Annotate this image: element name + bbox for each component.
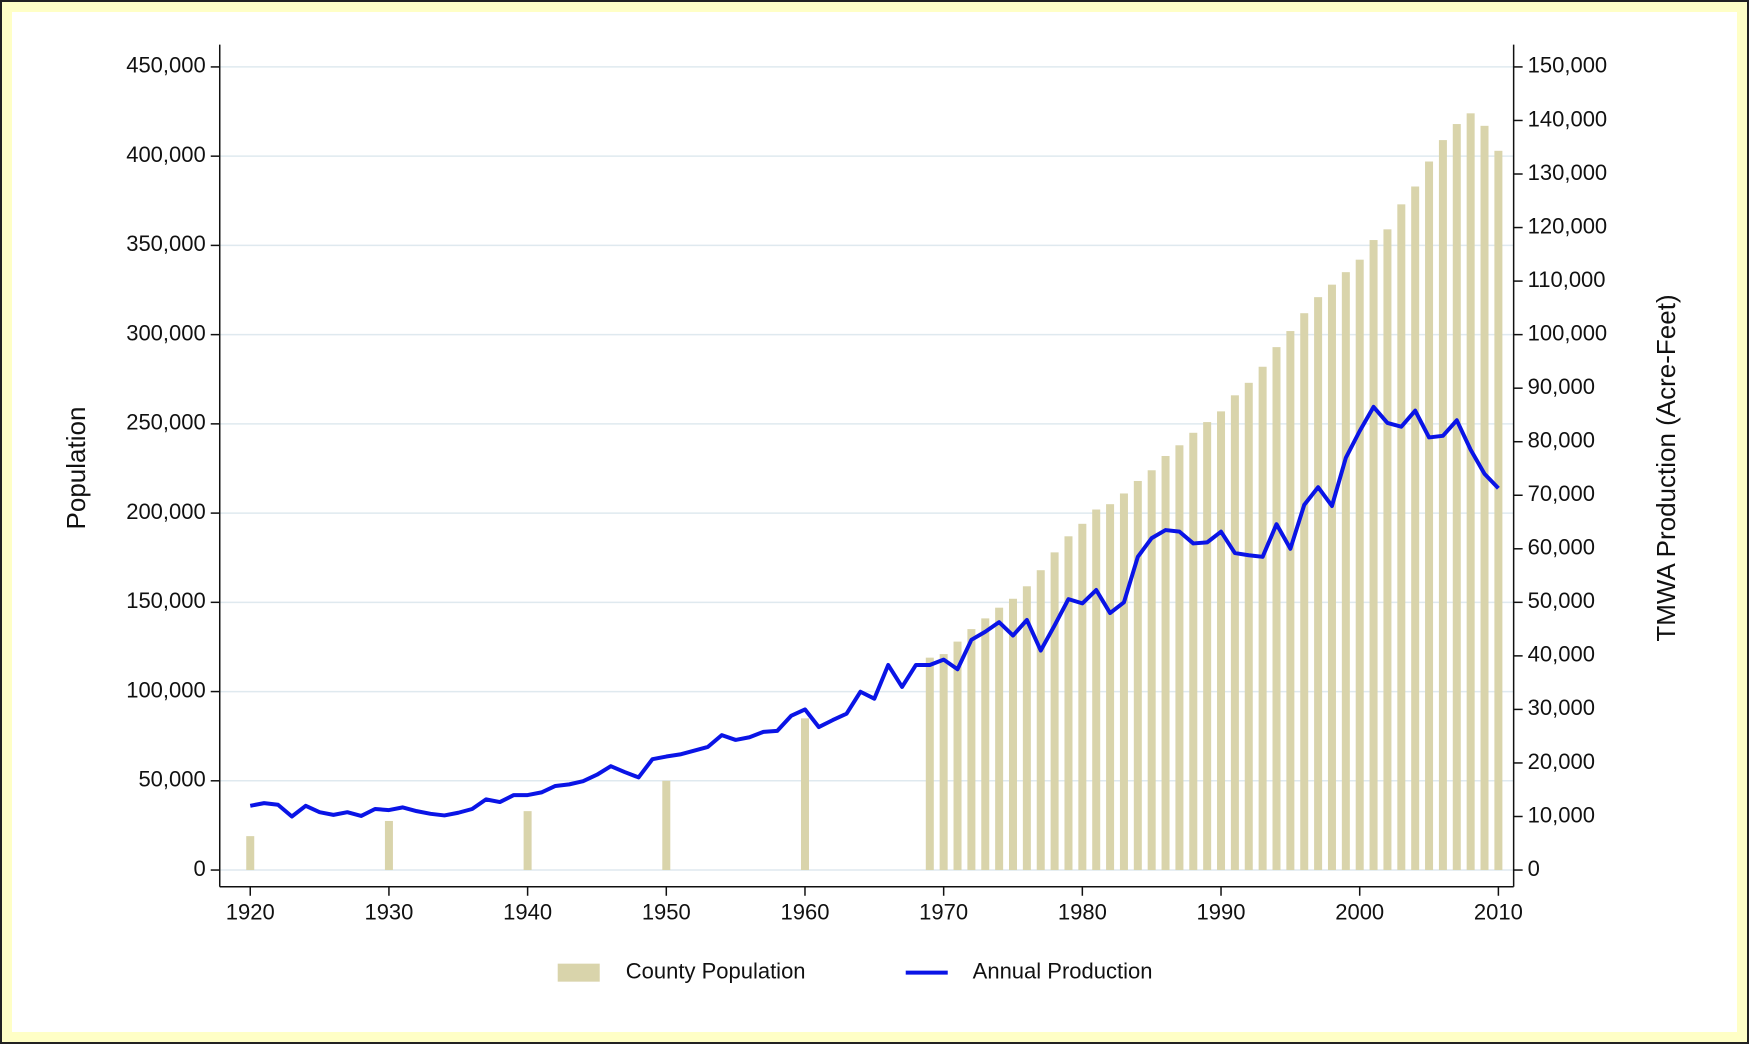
bar xyxy=(1480,125,1489,871)
bar xyxy=(1092,509,1101,871)
y2-tick-label: 80,000 xyxy=(1528,428,1595,453)
bar xyxy=(1341,272,1350,871)
y2-tick-label: 110,000 xyxy=(1528,267,1606,292)
y-tick-label: 50,000 xyxy=(138,767,205,792)
bar xyxy=(1355,259,1364,871)
y2-tick-label: 90,000 xyxy=(1528,374,1595,399)
bar xyxy=(384,820,393,871)
bar xyxy=(939,654,948,871)
y2-tick-label: 120,000 xyxy=(1528,213,1608,238)
y2-tick-label: 30,000 xyxy=(1528,695,1595,720)
y-tick-label: 250,000 xyxy=(126,410,206,435)
bar xyxy=(1272,347,1281,871)
bar xyxy=(1258,366,1267,871)
x-tick-label: 1930 xyxy=(364,900,413,925)
y-tick-label: 150,000 xyxy=(126,588,206,613)
bar xyxy=(1203,422,1212,871)
x-tick-label: 1990 xyxy=(1197,900,1246,925)
y2-tick-label: 40,000 xyxy=(1528,642,1595,667)
legend-swatch xyxy=(557,963,600,982)
bar xyxy=(1230,395,1239,871)
y2-tick-label: 10,000 xyxy=(1528,802,1595,827)
x-tick-label: 1970 xyxy=(919,900,968,925)
bar xyxy=(1133,480,1142,871)
bar xyxy=(1369,240,1378,871)
bar xyxy=(246,836,255,871)
y-tick-label: 450,000 xyxy=(126,53,206,78)
bar xyxy=(925,657,934,871)
x-tick-label: 2000 xyxy=(1335,900,1384,925)
y2-tick-label: 150,000 xyxy=(1528,53,1608,78)
bar xyxy=(1425,161,1434,871)
legend-label: County Population xyxy=(626,958,806,983)
bar xyxy=(1452,124,1461,871)
x-tick-label: 1980 xyxy=(1058,900,1107,925)
bar xyxy=(1494,150,1503,871)
bar xyxy=(1119,493,1128,871)
bar xyxy=(1286,331,1295,871)
plot-background xyxy=(12,12,1737,1032)
bar xyxy=(1466,113,1475,871)
bar xyxy=(1411,186,1420,871)
bar xyxy=(1189,432,1198,871)
y2-tick-label: 140,000 xyxy=(1528,106,1608,131)
bar xyxy=(1022,586,1031,871)
bar xyxy=(1147,470,1156,871)
bar xyxy=(1050,552,1059,871)
y2-tick-label: 130,000 xyxy=(1528,160,1608,185)
bar xyxy=(1397,204,1406,871)
bar xyxy=(1161,455,1170,871)
bar xyxy=(1438,140,1447,871)
y-tick-label: 400,000 xyxy=(126,142,206,167)
bar xyxy=(981,618,990,871)
y2-axis-title: TMWA Production (Acre-Feet) xyxy=(1651,294,1681,641)
bar xyxy=(523,811,532,871)
legend-label: Annual Production xyxy=(973,958,1153,983)
bar xyxy=(1175,445,1184,871)
bar xyxy=(1314,297,1323,871)
x-tick-label: 1960 xyxy=(781,900,830,925)
bar xyxy=(1217,411,1226,871)
x-tick-label: 2010 xyxy=(1474,900,1523,925)
y-tick-label: 0 xyxy=(193,856,205,881)
bar xyxy=(1078,523,1087,871)
bar xyxy=(1036,570,1045,871)
y-tick-label: 300,000 xyxy=(126,320,206,345)
bar xyxy=(953,641,962,871)
bar xyxy=(1383,229,1392,871)
bar xyxy=(1300,313,1309,871)
y-tick-label: 350,000 xyxy=(126,231,206,256)
line xyxy=(249,404,1500,819)
bar xyxy=(995,607,1004,871)
y-tick-label: 200,000 xyxy=(126,499,206,524)
bar xyxy=(1064,536,1073,871)
y2-tick-label: 0 xyxy=(1528,856,1540,881)
bar xyxy=(662,780,671,871)
bar xyxy=(1009,598,1018,871)
y2-tick-label: 20,000 xyxy=(1528,749,1595,774)
bar xyxy=(967,629,976,871)
y-tick-label: 100,000 xyxy=(126,677,206,702)
y2-tick-label: 60,000 xyxy=(1528,535,1595,560)
x-tick-label: 1940 xyxy=(503,900,552,925)
y2-tick-label: 50,000 xyxy=(1528,588,1595,613)
y2-tick-label: 70,000 xyxy=(1528,481,1595,506)
y2-tick-label: 100,000 xyxy=(1528,320,1608,345)
x-tick-label: 1950 xyxy=(642,900,691,925)
bar xyxy=(1327,284,1336,871)
bar xyxy=(1244,382,1253,871)
y-axis-title: Population xyxy=(61,407,91,530)
x-tick-label: 1920 xyxy=(226,900,275,925)
bar xyxy=(1106,504,1115,871)
bar xyxy=(800,718,809,871)
